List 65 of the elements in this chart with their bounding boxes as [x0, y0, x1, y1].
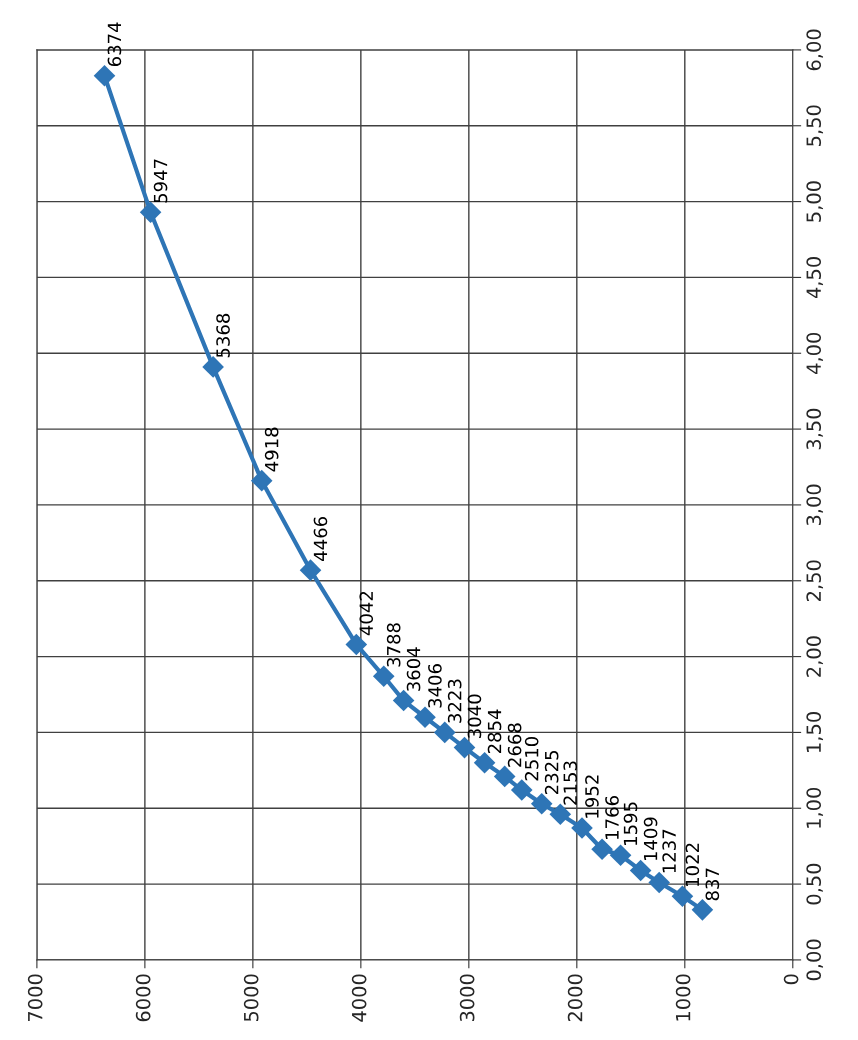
y-tick-label: 5,00 [806, 181, 824, 222]
point [493, 765, 516, 788]
annotation: 3788 [386, 623, 401, 667]
y-tick-label: 2,50 [806, 560, 824, 601]
point [629, 859, 652, 882]
annotation: 3406 [428, 664, 442, 708]
point [473, 751, 496, 774]
x-tick-label: 3000 [459, 974, 475, 1022]
annotation: 1237 [662, 829, 676, 873]
annotation: 2510 [524, 736, 539, 781]
point [93, 64, 116, 87]
point [299, 559, 322, 581]
y-tick-label: 4,00 [806, 332, 824, 374]
annotation: 4466 [313, 516, 328, 561]
point [530, 792, 553, 815]
annotation: 1952 [585, 775, 599, 818]
y-tick-label: 4,50 [806, 257, 824, 299]
y-tick-label: 5,50 [806, 105, 824, 146]
point [202, 356, 224, 378]
y-tick-label: 6,00 [806, 29, 824, 71]
point [372, 665, 395, 688]
annotation: 5368 [216, 313, 230, 358]
annotation: 837 [705, 868, 720, 901]
x-tick-label: 7000 [27, 974, 43, 1022]
annotation: 1766 [605, 796, 619, 839]
annotation: 4918 [264, 427, 279, 472]
annotation: 1595 [623, 802, 638, 845]
annotation: 2668 [507, 723, 522, 767]
annotation: 3604 [406, 647, 421, 691]
annotation: 1409 [643, 817, 658, 861]
x-tick-label: 0 [783, 974, 799, 985]
point [591, 838, 613, 861]
annotation: 2325 [544, 751, 559, 795]
annotation: 3223 [447, 679, 462, 723]
x-tick-label: 1000 [675, 974, 691, 1021]
annotation: 5947 [153, 159, 168, 203]
point [453, 736, 476, 759]
annotation: 2854 [487, 709, 502, 754]
point [609, 844, 632, 867]
y-tick-label: 3,00 [806, 484, 824, 526]
x-tick-label: 6000 [135, 974, 151, 1022]
x-tick-label: 5000 [243, 974, 259, 1022]
y-tick-label: 3,50 [806, 408, 824, 450]
point [139, 201, 162, 224]
annotation: 3040 [467, 694, 482, 738]
y-tick-label: 0,00 [806, 939, 824, 981]
y-tick-label: 1,50 [806, 712, 824, 752]
point [648, 871, 671, 894]
x-tick-label: 2000 [567, 974, 583, 1022]
annotation: 2153 [563, 761, 578, 805]
x-tick-label: 4000 [351, 974, 367, 1022]
y-tick-label: 0,50 [806, 863, 824, 905]
annotation: 1022 [685, 843, 700, 886]
point [671, 885, 694, 908]
point [433, 721, 456, 744]
annotation: 4042 [359, 591, 374, 636]
point [392, 689, 415, 712]
point [414, 706, 436, 729]
point [510, 779, 533, 801]
y-tick-label: 2,00 [806, 636, 824, 677]
annotation: 6374 [107, 22, 122, 67]
point [571, 817, 593, 839]
point [549, 803, 572, 826]
y-tick-label: 1,00 [806, 787, 824, 828]
point [691, 899, 714, 921]
